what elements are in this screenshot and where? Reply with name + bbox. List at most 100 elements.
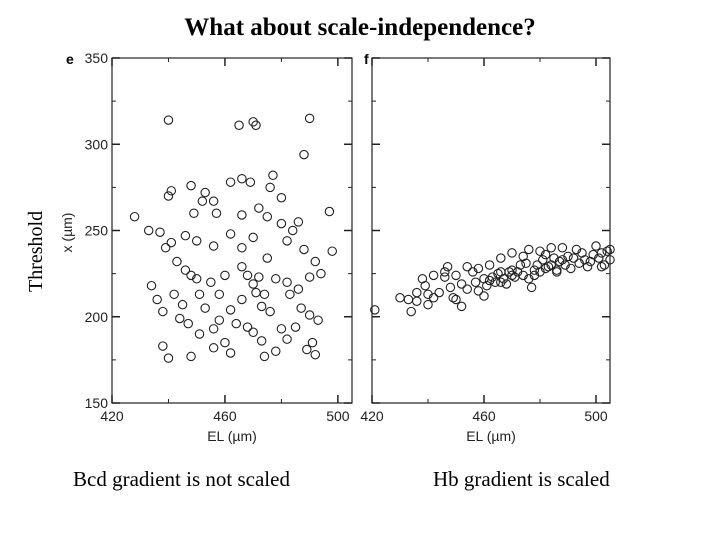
data-point [211, 208, 222, 219]
data-point [596, 261, 607, 272]
data-point [484, 275, 495, 286]
data-point [304, 113, 315, 124]
y-tick-label: 250 [85, 223, 109, 239]
data-point [594, 253, 604, 263]
data-point [552, 267, 562, 277]
data-point [423, 299, 433, 310]
data-point [296, 303, 306, 313]
data-point [535, 267, 545, 277]
data-point [451, 294, 461, 305]
data-point [225, 305, 236, 315]
data-point [490, 277, 500, 287]
x-tick-label: 420 [360, 408, 384, 424]
data-point [395, 293, 405, 303]
y-tick-label: 350 [85, 50, 109, 66]
data-point [191, 274, 202, 284]
data-point [535, 246, 545, 256]
data-point [287, 225, 298, 236]
data-point [540, 263, 551, 274]
data-point [582, 261, 593, 272]
data-point [225, 229, 236, 239]
data-point [563, 251, 573, 262]
data-point [546, 243, 556, 253]
data-point [259, 289, 270, 300]
data-point [501, 279, 512, 289]
data-point [423, 289, 433, 300]
data-point [406, 306, 416, 317]
data-point [282, 236, 292, 246]
data-point [271, 346, 281, 356]
data-point [265, 182, 275, 193]
data-point [316, 268, 326, 279]
data-point [259, 351, 270, 362]
data-point [225, 177, 236, 187]
data-point [440, 267, 450, 277]
data-point [254, 203, 264, 213]
data-point [602, 246, 612, 256]
data-point [451, 270, 461, 281]
data-point [194, 289, 205, 300]
data-point [285, 289, 295, 300]
data-point [324, 206, 335, 217]
data-point [412, 296, 422, 306]
data-point [445, 282, 456, 293]
data-point [197, 196, 208, 206]
data-point [262, 211, 273, 222]
y-tick-label: 300 [85, 136, 109, 152]
data-point [468, 267, 478, 277]
data-point [596, 248, 607, 258]
data-point [524, 274, 534, 284]
data-point [470, 277, 481, 287]
caption-hb: Hb gradient is scaled [433, 467, 610, 491]
data-point [158, 341, 168, 351]
data-point [248, 279, 258, 289]
data-point [206, 277, 216, 287]
data-point [434, 287, 444, 298]
data-point [262, 253, 273, 263]
slide-title: What about scale-independence? [184, 14, 536, 41]
data-point [473, 286, 484, 296]
data-point [456, 279, 467, 289]
data-point [599, 260, 610, 270]
data-point [304, 272, 315, 282]
data-point [166, 237, 177, 248]
data-point [484, 260, 495, 270]
x-tick-label: 500 [584, 408, 608, 424]
data-point [473, 263, 484, 274]
data-point [276, 192, 287, 203]
x-tick-label: 460 [472, 408, 496, 424]
data-point [571, 244, 582, 255]
data-point [412, 287, 422, 298]
data-point [152, 294, 162, 305]
data-point [158, 306, 168, 317]
plot-frame-f [371, 57, 611, 404]
data-point [605, 255, 615, 265]
data-point [146, 280, 157, 291]
data-point [251, 120, 261, 131]
data-point [498, 274, 509, 284]
data-point [557, 243, 568, 253]
data-point [180, 265, 191, 275]
data-point [568, 253, 579, 263]
data-point [529, 265, 540, 275]
y-tick-label: 150 [85, 395, 109, 411]
x-tick-label: 460 [213, 408, 237, 424]
data-point [163, 191, 174, 201]
data-point [186, 180, 196, 191]
data-point [208, 343, 219, 353]
data-point [248, 117, 258, 127]
data-point [155, 227, 165, 237]
data-point [200, 303, 210, 313]
data-point [183, 318, 193, 329]
data-point [496, 253, 506, 263]
data-point [214, 289, 225, 300]
data-point [370, 305, 380, 315]
data-point [282, 277, 292, 287]
data-point [574, 258, 584, 269]
data-point [526, 282, 537, 293]
data-point [254, 272, 264, 282]
y-tick-label: 200 [85, 309, 109, 325]
data-point [403, 294, 414, 305]
data-point [507, 248, 517, 258]
data-point [242, 322, 253, 332]
